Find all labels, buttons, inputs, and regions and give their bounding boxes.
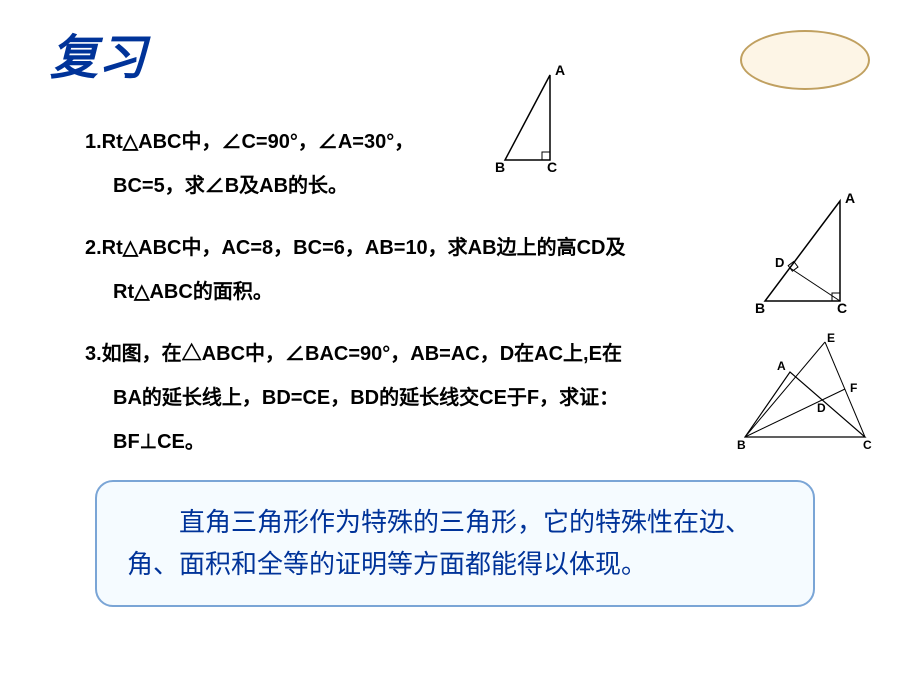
problem-3-line3: BF⊥CE。 xyxy=(85,420,622,464)
diagram-1: A B C xyxy=(475,60,595,180)
label-C: C xyxy=(863,438,872,452)
label-A: A xyxy=(845,191,855,206)
problem-2-line2: Rt△ABC的面积。 xyxy=(85,270,625,314)
label-C: C xyxy=(837,300,847,316)
label-B: B xyxy=(755,300,765,316)
problem-1-line2: BC=5，求∠B及AB的长。 xyxy=(85,164,414,208)
label-D: D xyxy=(775,255,784,270)
diagram-2: A B C D xyxy=(745,191,865,316)
label-B: B xyxy=(495,159,505,175)
label-C: C xyxy=(547,159,557,175)
content-area: 1.Rt△ABC中，∠C=90°，∠A=30°， BC=5，求∠B及AB的长。 … xyxy=(85,120,880,482)
label-D: D xyxy=(817,401,826,415)
problem-3-line1: 3.如图，在△ABC中，∠BAC=90°，AB=AC，D在AC上,E在 xyxy=(85,343,622,365)
label-A: A xyxy=(555,62,565,78)
problem-1-line1: 1.Rt△ABC中，∠C=90°，∠A=30°， xyxy=(85,131,414,153)
problem-3: 3.如图，在△ABC中，∠BAC=90°，AB=AC，D在AC上,E在 BA的延… xyxy=(85,332,880,464)
problem-3-line2: BA的延长线上，BD=CE，BD的延长线交CE于F，求证： xyxy=(85,376,622,420)
summary-text: 直角三角形作为特殊的三角形，它的特殊性在边、角、面积和全等的证明等方面都能得以体… xyxy=(127,508,751,579)
label-E: E xyxy=(827,332,835,345)
label-A: A xyxy=(777,359,786,373)
label-F: F xyxy=(850,381,857,395)
diagram-3: E A F D B C xyxy=(725,332,885,452)
label-B: B xyxy=(737,438,746,452)
problem-2: 2.Rt△ABC中，AC=8，BC=6，AB=10，求AB边上的高CD及 Rt△… xyxy=(85,226,880,314)
decorative-ellipse xyxy=(740,30,870,90)
page-title: 复习 xyxy=(50,18,146,88)
summary-box: 直角三角形作为特殊的三角形，它的特殊性在边、角、面积和全等的证明等方面都能得以体… xyxy=(95,480,815,607)
problem-2-line1: 2.Rt△ABC中，AC=8，BC=6，AB=10，求AB边上的高CD及 xyxy=(85,237,625,259)
